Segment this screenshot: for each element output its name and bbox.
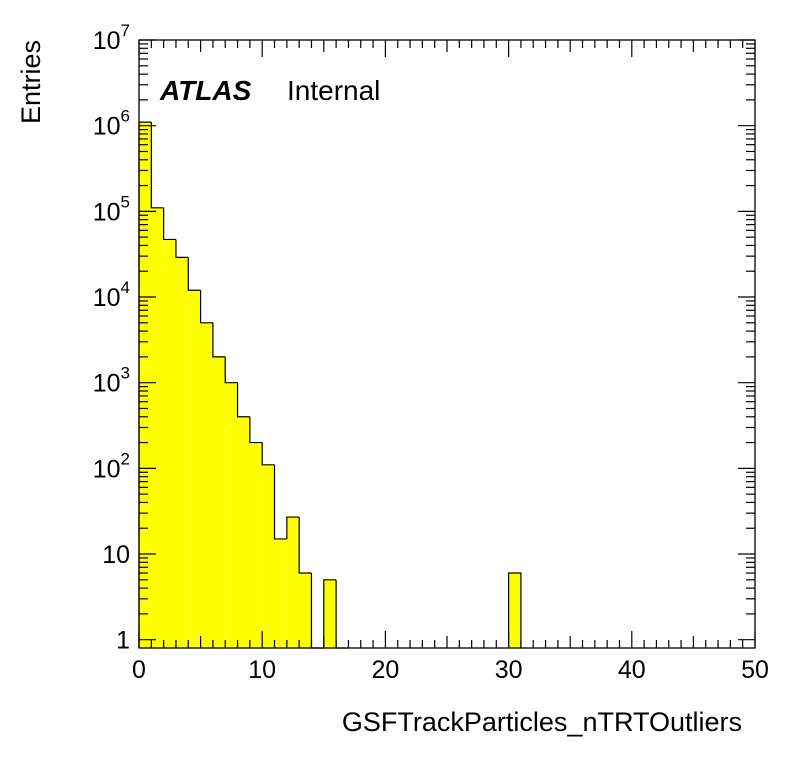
histogram-bar	[188, 290, 201, 648]
histogram-bar	[139, 122, 152, 648]
y-tick-label: 105	[93, 192, 130, 226]
y-tick-label: 106	[93, 107, 130, 141]
histogram-bar	[225, 382, 238, 648]
histogram-bar	[237, 416, 250, 648]
x-axis-title: GSFTrackParticles_nTRTOutliers	[342, 707, 742, 737]
status-label: Internal	[287, 75, 380, 106]
y-tick-labels: 1 10 102 103 104 105 106 107	[93, 21, 130, 655]
histogram-bar	[262, 464, 275, 648]
histogram-bar	[299, 573, 312, 648]
histogram-bar	[151, 207, 164, 648]
y-tick-label: 104	[93, 278, 130, 312]
x-tick-label: 50	[741, 656, 769, 684]
y-tick-label: 1	[116, 627, 130, 655]
y-axis-title: Entries	[16, 40, 46, 124]
histogram-bar	[286, 517, 300, 648]
histogram-bar	[200, 322, 213, 648]
histogram-bar	[175, 257, 189, 648]
histogram-bar	[249, 442, 263, 648]
histogram-bar	[323, 579, 337, 648]
x-tick-label: 10	[248, 656, 276, 684]
histogram-bar	[212, 356, 226, 648]
histogram-bars	[139, 122, 521, 649]
x-tick-labels: 0 10 20 30 40 50	[132, 656, 769, 684]
histogram-bar	[163, 239, 176, 649]
y-tick-label: 102	[93, 449, 130, 483]
histogram-bar	[274, 538, 287, 648]
y-tick-label: 10	[102, 541, 130, 569]
y-tick-label: 103	[93, 364, 130, 398]
x-tick-label: 20	[371, 656, 399, 684]
x-tick-label: 40	[618, 656, 646, 684]
axis-ticks	[138, 39, 756, 648]
y-tick-label: 107	[93, 21, 130, 55]
x-tick-label: 30	[495, 656, 523, 684]
x-tick-label: 0	[132, 656, 146, 684]
plot-frame	[138, 39, 756, 649]
histogram-bar	[508, 573, 521, 648]
atlas-label: ATLAS	[159, 75, 252, 106]
